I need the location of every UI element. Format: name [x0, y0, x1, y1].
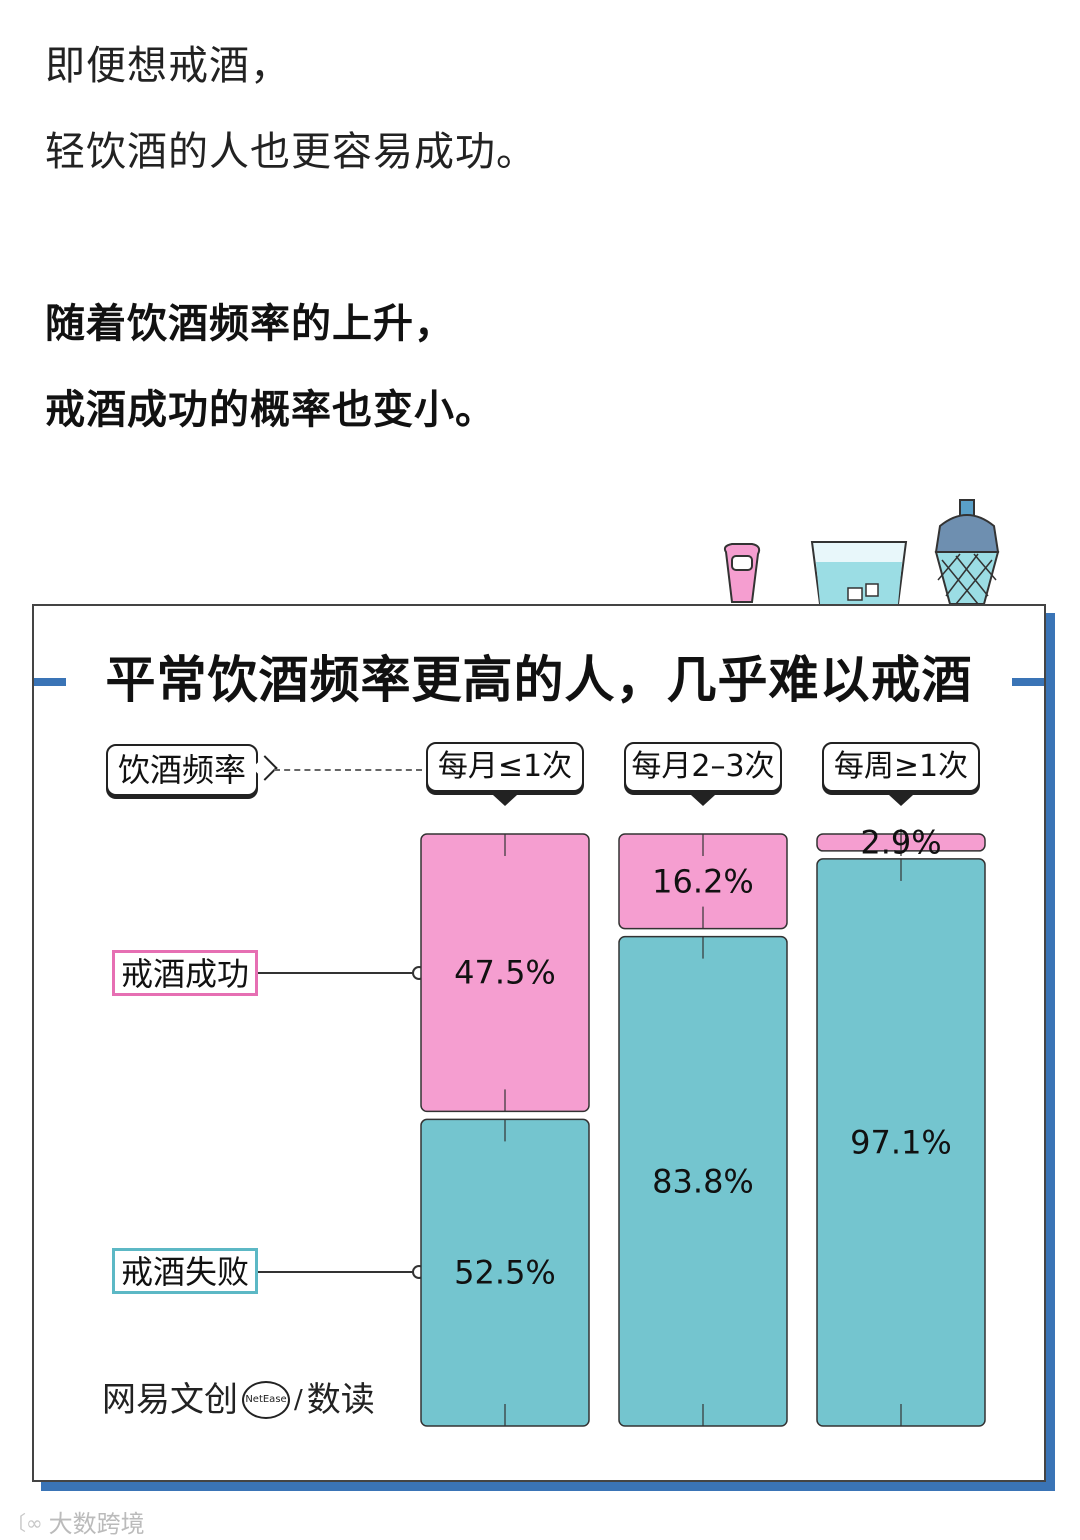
- brand-name: 网易文创: [102, 1380, 238, 1420]
- legend-success-line: [258, 972, 416, 974]
- intro-line-3: 随着饮酒频率的上升，: [45, 301, 455, 347]
- brand-sep: /: [294, 1385, 303, 1415]
- legend-fail: 戒酒失败: [112, 1248, 258, 1294]
- data-label-fail-1: 52.5%: [454, 1254, 556, 1292]
- title-dash-right: [1012, 678, 1044, 686]
- watermark-text: 大数跨境: [48, 1510, 145, 1538]
- watermark-logo-icon: 〔∞: [6, 1511, 43, 1535]
- intro-line-1: 即便想戒酒，: [45, 43, 291, 89]
- legend-fail-line: [258, 1271, 416, 1273]
- chart-card: 平常饮酒频率更高的人，几乎难以戒酒 饮酒频率 每月≤1次 每月2–3次 每周≥1…: [32, 604, 1046, 1482]
- data-label-fail-2: 83.8%: [652, 1162, 754, 1200]
- brand-sub: 数读: [306, 1380, 375, 1420]
- drinkware-illustration: [723, 499, 1000, 605]
- cocktail-shaker-icon: [934, 499, 1000, 605]
- category-label-1: 每月≤1次: [426, 742, 584, 792]
- data-label-fail-3: 97.1%: [850, 1123, 952, 1161]
- category-arrow-3: [889, 795, 913, 806]
- watermark: 〔∞ 大数跨境: [6, 1504, 145, 1539]
- data-label-success-2: 16.2%: [652, 862, 754, 900]
- data-label-success-1: 47.5%: [454, 954, 556, 992]
- category-label-2: 每月2–3次: [624, 742, 782, 792]
- intro-line-4: 戒酒成功的概率也变小。: [45, 387, 496, 433]
- brand-logo: 网易文创 NetEase / 数读: [102, 1378, 375, 1422]
- category-label-3: 每周≥1次: [822, 742, 980, 792]
- brand-badge: NetEase: [242, 1381, 290, 1419]
- bottle-opener-icon: [723, 543, 761, 603]
- data-label-success-3: 2.9%: [860, 823, 941, 861]
- chart-title: 平常饮酒频率更高的人，几乎难以戒酒: [105, 651, 973, 709]
- legend-success: 戒酒成功: [112, 950, 258, 996]
- frequency-dashed-line: [274, 769, 422, 771]
- frequency-axis-label: 饮酒频率: [106, 744, 258, 796]
- intro-line-2: 轻饮酒的人也更容易成功。: [45, 129, 537, 175]
- category-arrow-1: [493, 795, 517, 806]
- water-glass-icon: [810, 541, 908, 605]
- chart-plot: 47.5% 52.5% 16.2% 83.8% 2.9% 97.1%: [420, 823, 986, 1427]
- title-dash-left: [34, 678, 66, 686]
- category-arrow-2: [691, 795, 715, 806]
